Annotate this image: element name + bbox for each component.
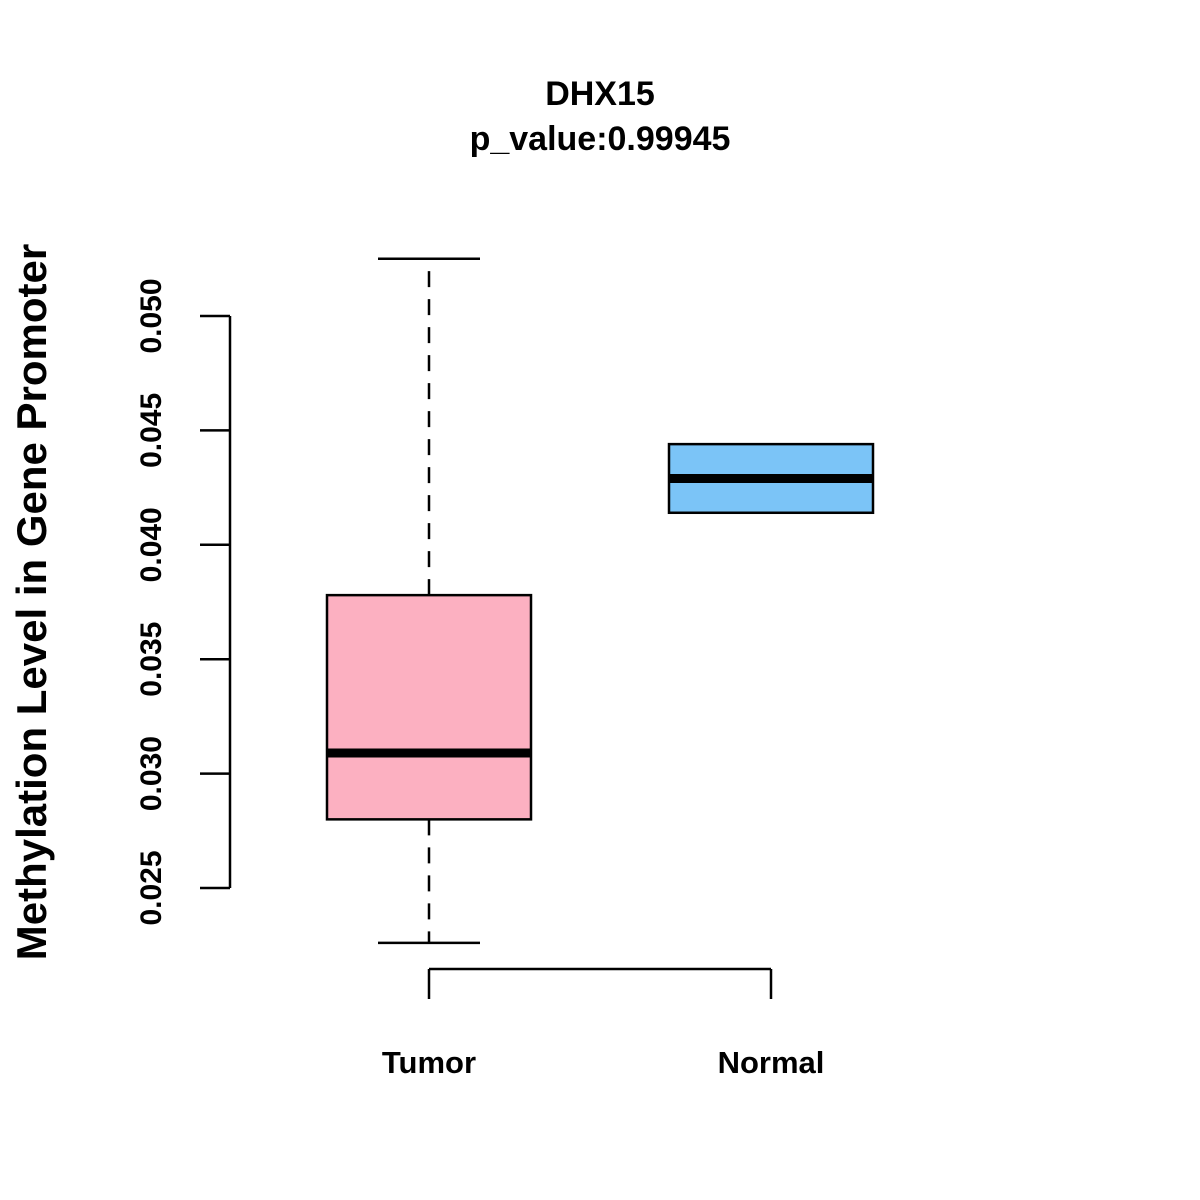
y-axis-label: Methylation Level in Gene Promoter (8, 244, 55, 960)
x-tick-label: Tumor (382, 1045, 476, 1080)
y-tick-label: 0.025 (135, 850, 168, 925)
y-tick-label: 0.040 (135, 507, 168, 582)
y-tick-label: 0.050 (135, 278, 168, 353)
y-tick-label: 0.045 (135, 393, 168, 468)
x-axis: Tumor Normal (382, 967, 825, 1080)
y-axis: 0.025 0.030 0.035 0.040 0.045 0.050 (135, 278, 232, 926)
boxes (325, 257, 875, 945)
box-tumor (325, 257, 533, 945)
chart-subtitle: p_value:0.99945 (470, 120, 731, 158)
y-tick-label: 0.035 (135, 622, 168, 697)
x-tick-label: Normal (718, 1045, 825, 1080)
box-normal (667, 442, 875, 515)
chart-title: DHX15 (545, 75, 655, 113)
y-tick-label: 0.030 (135, 736, 168, 811)
box-iqr (325, 593, 533, 821)
